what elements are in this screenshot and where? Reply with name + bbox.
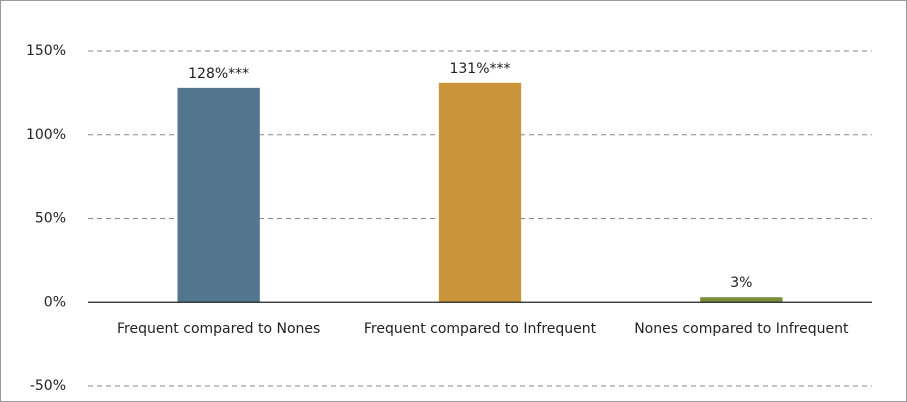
- value-label: 3%: [730, 275, 752, 291]
- x-tick-label: Nones compared to Infrequent: [634, 321, 849, 338]
- bar: [438, 82, 522, 303]
- x-tick-label: Frequent compared to Infrequent: [363, 321, 597, 338]
- value-label: 128%***: [188, 66, 249, 82]
- y-tick-label: 50%: [35, 211, 66, 227]
- y-tick-label: 100%: [26, 127, 66, 143]
- bar: [177, 87, 260, 303]
- y-tick-label: 0%: [44, 294, 66, 310]
- y-tick-label: 150%: [26, 43, 66, 59]
- value-label: 131%***: [449, 61, 510, 77]
- bar: [700, 297, 783, 303]
- y-tick-label: -50%: [30, 378, 66, 394]
- x-tick-label: Frequent compared to Nones: [116, 321, 321, 338]
